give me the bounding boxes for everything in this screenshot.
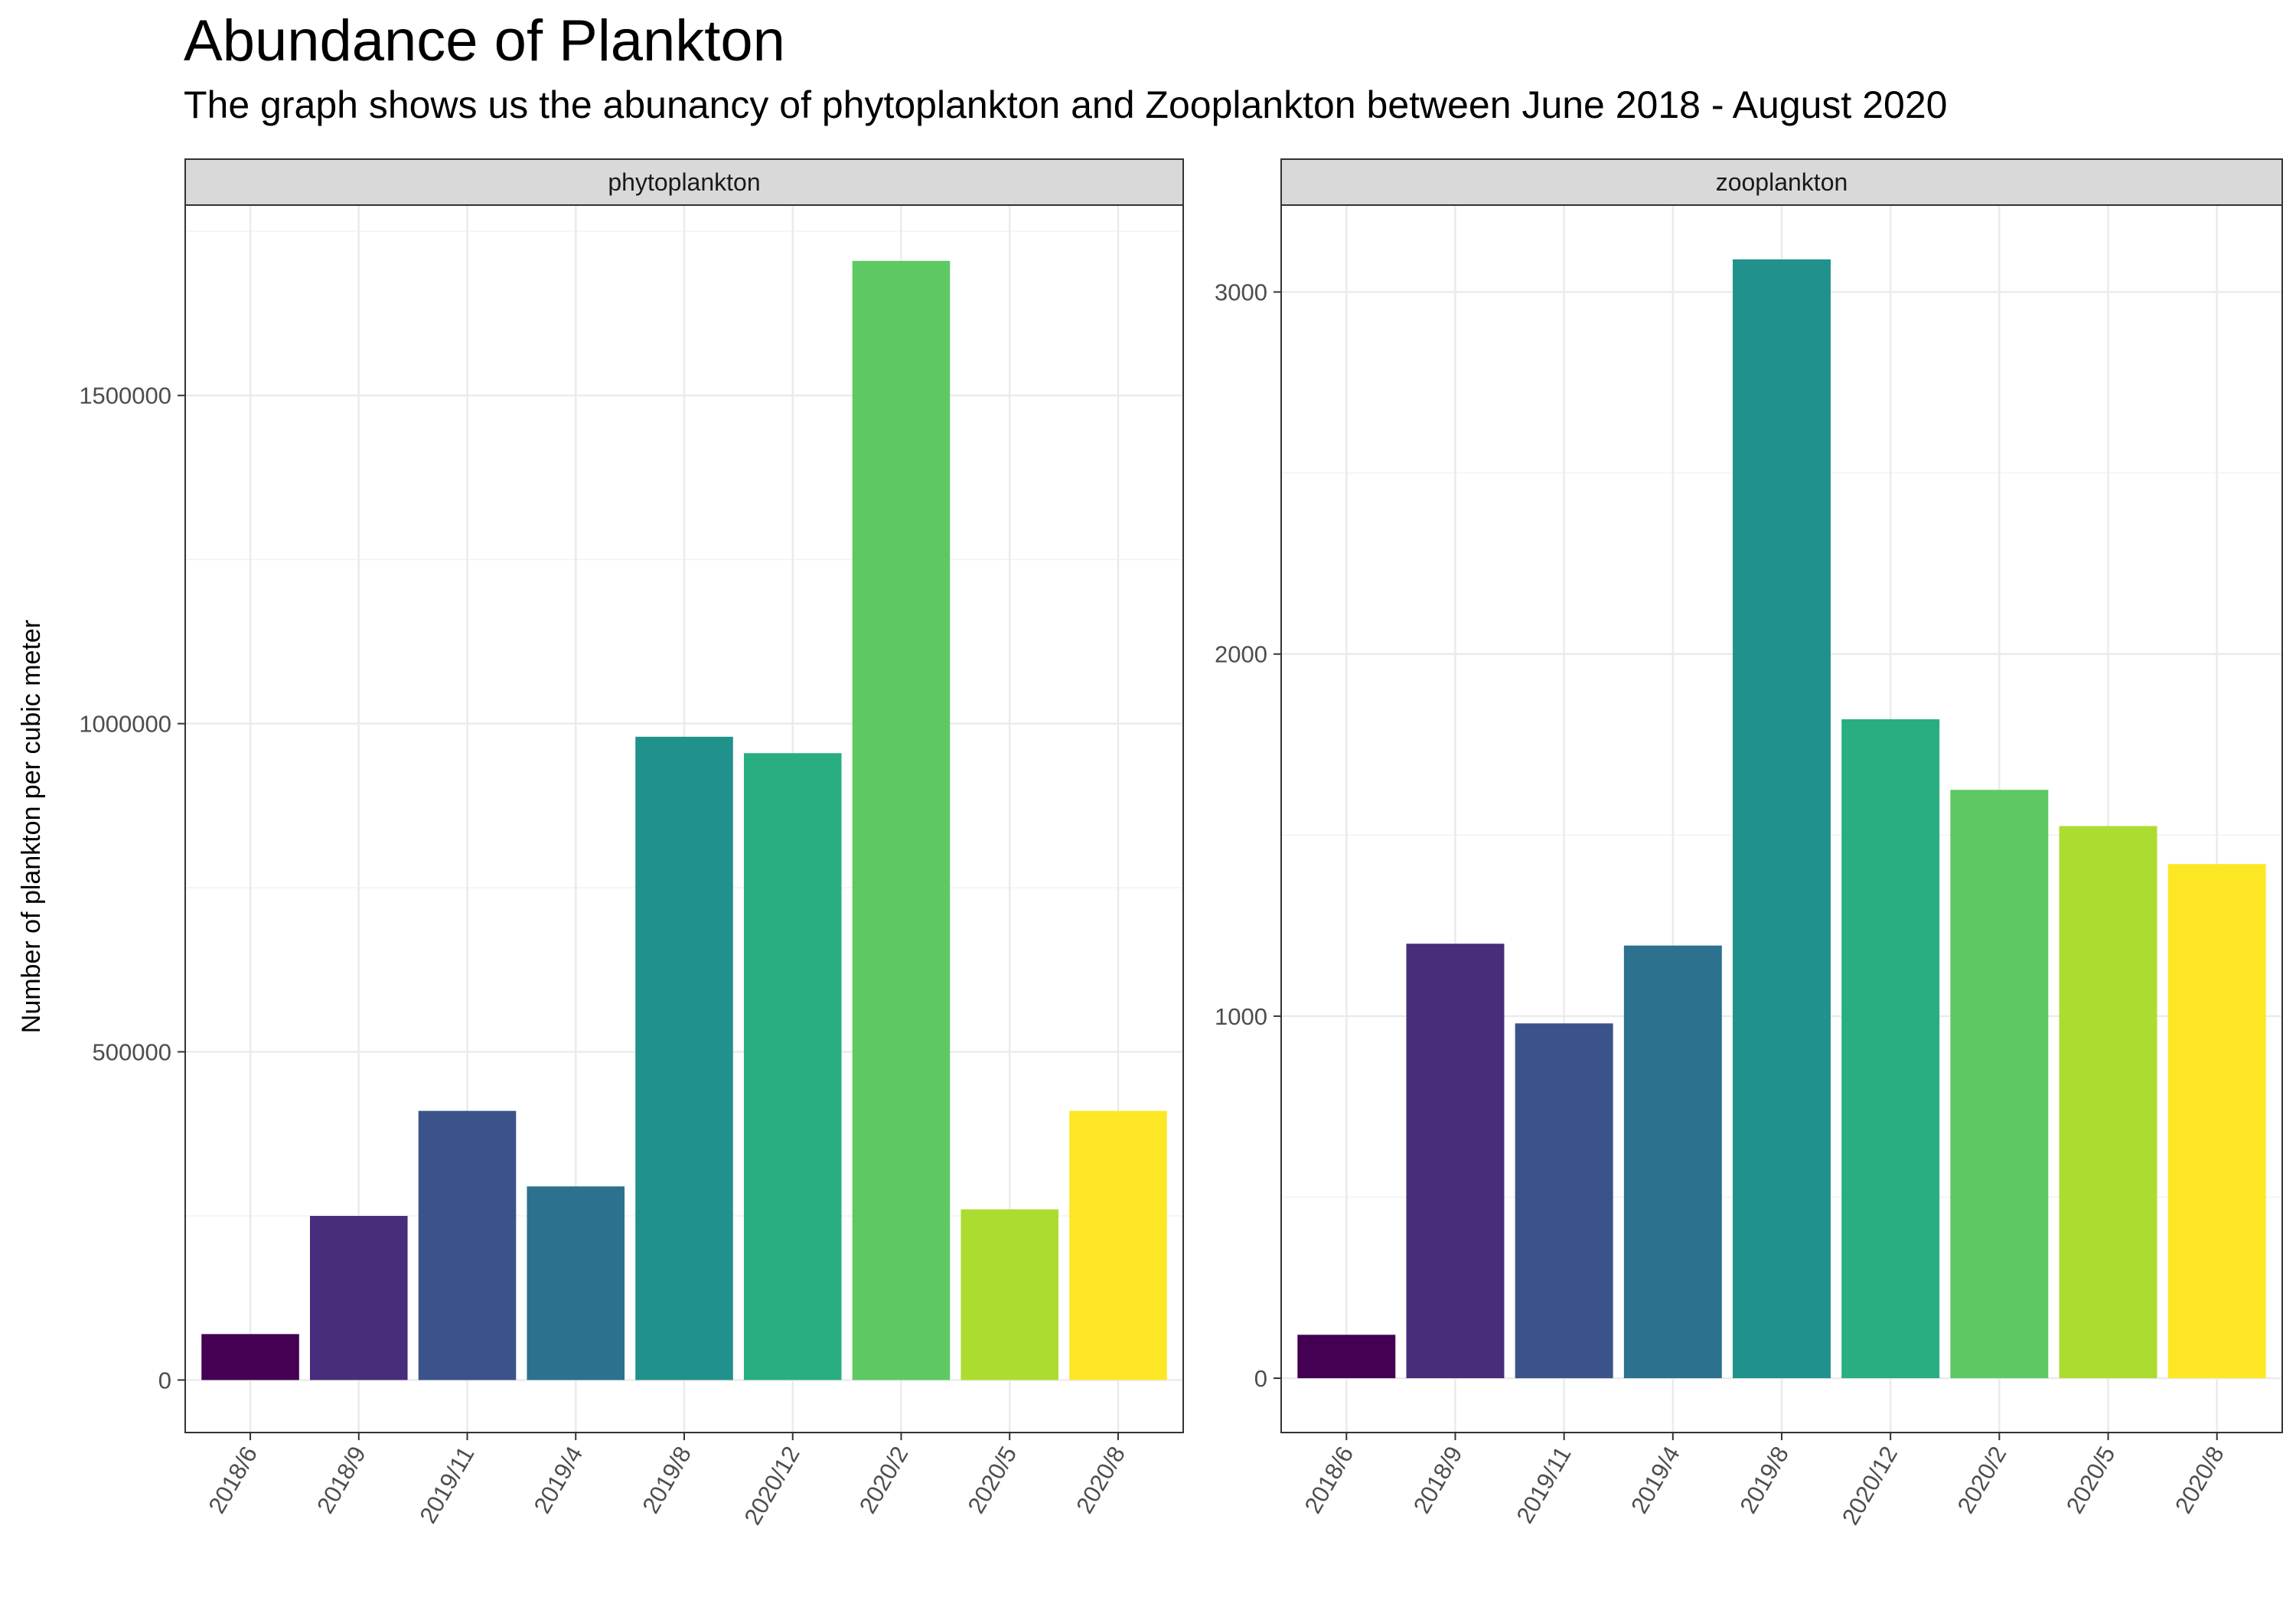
y-axis-title: Number of plankton per cubic meter	[17, 620, 46, 1033]
y-tick-label: 1000	[1215, 1003, 1267, 1030]
x-tick-label: 2020/8	[2170, 1442, 2229, 1518]
bar-2019/8	[635, 736, 733, 1380]
bar-2020/2	[852, 260, 951, 1380]
x-tick-label: 2018/9	[311, 1442, 371, 1518]
y-tick-label: 3000	[1215, 279, 1267, 306]
facet-strip-label: phytoplankton	[608, 168, 760, 196]
bar-2018/9	[310, 1215, 408, 1380]
bar-2019/4	[1623, 945, 1722, 1379]
bar-2020/12	[1841, 719, 1940, 1379]
x-tick-label: 2018/6	[1300, 1442, 1359, 1518]
bar-2020/5	[2059, 826, 2157, 1379]
bar-2019/11	[1515, 1023, 1613, 1379]
bar-2019/11	[418, 1110, 517, 1380]
chart-title: Abundance of Plankton	[184, 8, 785, 73]
x-tick-label: 2020/12	[1837, 1442, 1903, 1530]
x-tick-label: 2020/2	[1952, 1442, 2012, 1518]
bar-2020/5	[960, 1209, 1058, 1380]
bar-2020/12	[743, 753, 842, 1380]
bar-2018/9	[1406, 944, 1505, 1379]
x-tick-label: 2019/4	[1626, 1442, 1685, 1518]
chart-subtitle: The graph shows us the abunancy of phyto…	[184, 83, 1948, 126]
x-tick-label: 2020/2	[854, 1442, 914, 1518]
facet-panels: phytoplankton 0 500000 1000000 1500000 2018/6…	[79, 158, 2283, 1530]
x-tick-label: 2019/4	[529, 1442, 589, 1518]
x-tick-label: 2020/8	[1071, 1442, 1130, 1518]
x-tick-label: 2019/8	[637, 1442, 696, 1518]
y-tick-label: 0	[1254, 1365, 1267, 1392]
y-tick-label: 1500000	[79, 383, 171, 409]
bar-2020/2	[1950, 790, 2049, 1379]
x-tick-label: 2018/6	[203, 1442, 263, 1518]
x-tick-label: 2020/12	[739, 1442, 804, 1530]
x-tick-label: 2019/11	[1512, 1442, 1577, 1528]
x-tick-label: 2020/5	[2061, 1442, 2121, 1518]
x-tick-label: 2020/5	[963, 1442, 1022, 1518]
bar-2020/8	[1069, 1110, 1167, 1380]
y-tick-label: 2000	[1215, 641, 1267, 668]
bar-2018/6	[201, 1334, 299, 1380]
bar-2019/8	[1733, 259, 1831, 1379]
bar-2019/4	[527, 1186, 625, 1380]
y-tick-label: 1000000	[79, 711, 171, 738]
bar-2020/8	[2167, 864, 2266, 1379]
x-tick-label: 2018/9	[1408, 1442, 1468, 1518]
x-tick-label: 2019/11	[414, 1442, 479, 1528]
bar-2018/6	[1297, 1335, 1396, 1379]
facet-strip-label: zooplankton	[1716, 168, 1848, 196]
y-tick-label: 0	[158, 1367, 171, 1393]
facet-panel-zooplankton: zooplankton 0 1000 2000 3000 2018/6 2018/9 2019…	[1215, 158, 2283, 1530]
x-tick-label: 2019/8	[1734, 1442, 1794, 1518]
facet-panel-phytoplankton: phytoplankton 0 500000 1000000 1500000 2018/6…	[79, 158, 1184, 1530]
y-tick-label: 500000	[93, 1039, 171, 1066]
